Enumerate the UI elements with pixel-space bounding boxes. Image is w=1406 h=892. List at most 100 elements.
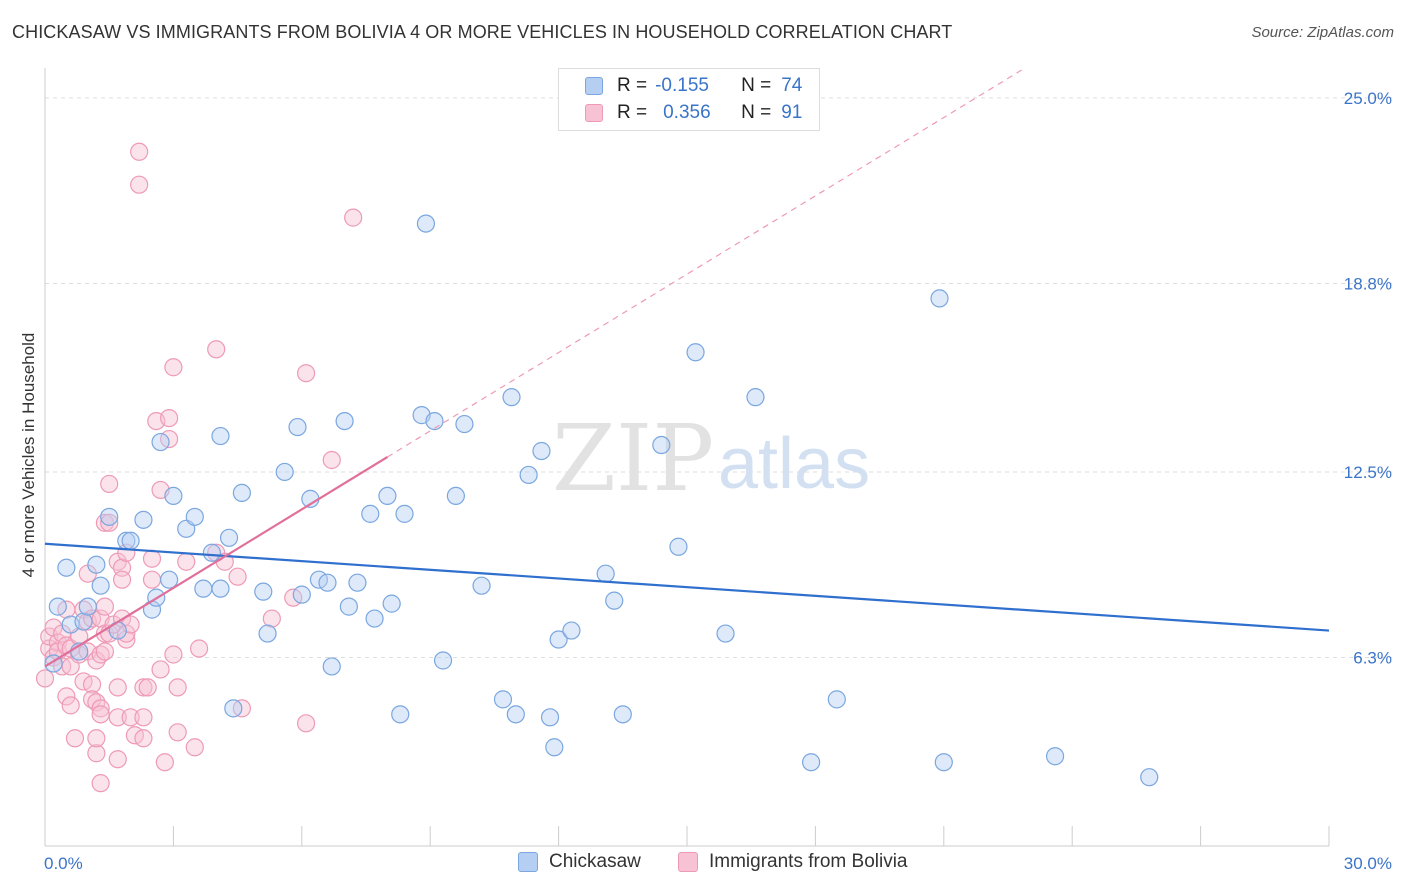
data-point-chickasaw[interactable] [416,214,436,233]
data-point-chickasaw[interactable] [322,657,341,676]
data-point-chickasaw[interactable] [258,624,277,643]
data-point-chickasaw[interactable] [224,699,243,718]
data-point-chickasaw[interactable] [827,690,846,709]
data-point-chickasaw[interactable] [1140,768,1159,787]
data-point-chickasaw[interactable] [395,504,414,523]
data-point-chickasaw[interactable] [339,597,358,616]
data-point-bolivia[interactable] [228,567,247,586]
data-point-chickasaw[interactable] [185,507,204,526]
data-point-chickasaw[interactable] [930,289,949,308]
data-point-chickasaw[interactable] [934,753,953,772]
data-point-bolivia[interactable] [87,744,106,763]
series-legend-chickasaw[interactable]: Chickasaw [518,851,641,873]
data-point-bolivia[interactable] [108,750,127,769]
data-point-chickasaw[interactable] [545,738,564,757]
data-point-chickasaw[interactable] [502,388,521,407]
data-point-bolivia[interactable] [138,678,157,697]
data-point-bolivia[interactable] [65,729,85,748]
data-point-chickasaw[interactable] [100,507,119,526]
data-point-bolivia[interactable] [100,474,119,494]
data-point-bolivia[interactable] [100,513,119,532]
data-point-bolivia[interactable] [57,687,76,706]
data-point-chickasaw[interactable] [151,432,170,452]
data-point-chickasaw[interactable] [446,486,465,505]
data-point-bolivia[interactable] [151,660,170,679]
data-point-chickasaw[interactable] [318,573,337,592]
data-point-chickasaw[interactable] [391,705,410,724]
data-point-bolivia[interactable] [142,549,162,568]
data-point-chickasaw[interactable] [164,486,183,505]
data-point-chickasaw[interactable] [292,585,311,604]
data-point-chickasaw[interactable] [716,624,735,643]
data-point-bolivia[interactable] [160,409,179,428]
data-point-chickasaw[interactable] [596,564,615,583]
data-point-bolivia[interactable] [296,364,316,383]
data-point-bolivia[interactable] [35,669,55,688]
data-point-bolivia[interactable] [134,678,153,697]
series-legend-bolivia[interactable]: Immigrants from Bolivia [678,851,908,873]
data-point-chickasaw[interactable] [87,555,106,574]
data-point-chickasaw[interactable] [211,579,230,598]
data-point-bolivia[interactable] [95,642,115,661]
data-point-chickasaw[interactable] [605,591,624,610]
data-point-chickasaw[interactable] [202,543,222,562]
data-point-bolivia[interactable] [61,696,80,715]
data-point-bolivia[interactable] [168,678,187,697]
data-point-bolivia[interactable] [91,774,110,793]
data-point-chickasaw[interactable] [211,426,230,446]
data-point-bolivia[interactable] [108,678,127,697]
data-point-chickasaw[interactable] [378,486,397,505]
data-point-chickasaw[interactable] [652,435,671,455]
data-point-bolivia[interactable] [130,142,149,161]
data-point-chickasaw[interactable] [254,582,273,601]
data-point-chickasaw[interactable] [493,690,513,709]
data-point-chickasaw[interactable] [382,594,401,613]
data-point-bolivia[interactable] [87,729,106,748]
data-point-chickasaw[interactable] [549,630,568,649]
data-point-chickasaw[interactable] [348,573,367,592]
data-point-chickasaw[interactable] [78,597,97,616]
data-point-chickasaw[interactable] [275,462,294,482]
data-point-chickasaw[interactable] [506,705,525,724]
data-point-chickasaw[interactable] [455,414,474,434]
data-point-bolivia[interactable] [95,597,115,616]
data-point-bolivia[interactable] [185,738,204,757]
data-point-chickasaw[interactable] [335,411,354,431]
data-point-bolivia[interactable] [296,714,316,733]
data-point-chickasaw[interactable] [365,609,384,628]
data-point-chickasaw[interactable] [48,597,67,616]
data-point-bolivia[interactable] [168,723,187,742]
data-point-chickasaw[interactable] [669,537,688,556]
data-point-bolivia[interactable] [189,639,209,658]
data-point-chickasaw[interactable] [425,411,444,431]
data-point-chickasaw[interactable] [361,504,380,523]
data-point-bolivia[interactable] [164,645,183,664]
data-point-chickasaw[interactable] [746,388,765,407]
data-point-bolivia[interactable] [155,753,174,772]
data-point-chickasaw[interactable] [219,528,239,547]
data-point-bolivia[interactable] [134,708,153,727]
data-point-bolivia[interactable] [164,358,183,377]
data-point-chickasaw[interactable] [134,510,153,529]
data-point-chickasaw[interactable] [194,579,213,598]
data-point-bolivia[interactable] [207,340,226,359]
data-point-chickasaw[interactable] [686,343,705,362]
data-point-chickasaw[interactable] [232,483,251,503]
data-point-chickasaw[interactable] [540,708,560,727]
data-point-bolivia[interactable] [121,708,140,727]
data-point-chickasaw[interactable] [433,651,453,670]
data-point-bolivia[interactable] [344,208,363,227]
data-point-bolivia[interactable] [177,552,196,571]
data-point-chickasaw[interactable] [74,612,93,631]
data-point-bolivia[interactable] [142,570,162,589]
data-point-chickasaw[interactable] [91,576,110,595]
data-point-bolivia[interactable] [112,570,132,589]
data-point-chickasaw[interactable] [613,705,632,724]
data-point-chickasaw[interactable] [57,558,76,577]
data-point-bolivia[interactable] [108,708,127,727]
data-point-chickasaw[interactable] [532,441,551,461]
data-point-chickasaw[interactable] [160,570,179,589]
data-point-bolivia[interactable] [322,450,341,470]
data-point-chickasaw[interactable] [802,753,821,772]
data-point-bolivia[interactable] [134,729,153,748]
